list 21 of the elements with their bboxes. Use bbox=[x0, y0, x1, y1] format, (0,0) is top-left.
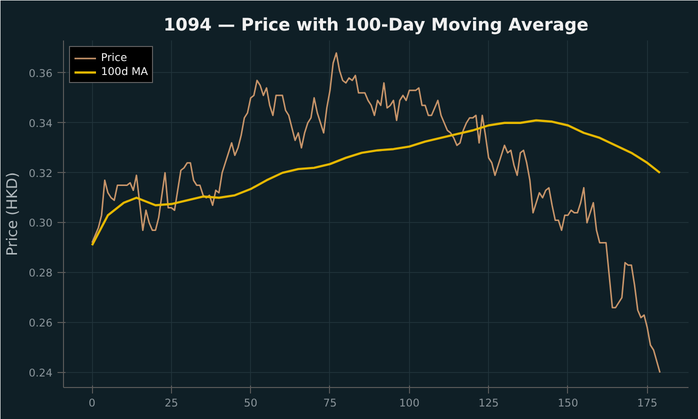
legend-label: 100d MA bbox=[101, 65, 148, 78]
y-tick-label: 0.36 bbox=[28, 66, 53, 80]
x-tick-label: 150 bbox=[558, 396, 578, 410]
y-tick-label: 0.34 bbox=[28, 116, 53, 130]
x-tick-label: 25 bbox=[164, 396, 178, 410]
x-tick-label: 100 bbox=[399, 396, 420, 410]
y-tick-label: 0.24 bbox=[28, 366, 53, 380]
x-tick-label: 0 bbox=[88, 396, 96, 410]
chart-title: 1094 — Price with 100-Day Moving Average bbox=[163, 16, 589, 36]
x-tick-label: 175 bbox=[637, 396, 658, 410]
x-tick-label: 125 bbox=[478, 396, 499, 410]
legend-label: Price bbox=[101, 51, 127, 64]
line-series bbox=[91, 52, 661, 374]
x-tick-label: 75 bbox=[323, 396, 337, 410]
x-tick-label: 50 bbox=[244, 396, 258, 410]
y-axis-title: Price (HKD) bbox=[4, 172, 21, 256]
line-series bbox=[90, 119, 662, 246]
y-tick-label: 0.30 bbox=[28, 216, 53, 230]
y-tick-label: 0.28 bbox=[28, 266, 53, 280]
y-tick-label: 0.32 bbox=[28, 166, 53, 180]
y-tick-label: 0.26 bbox=[28, 316, 53, 330]
